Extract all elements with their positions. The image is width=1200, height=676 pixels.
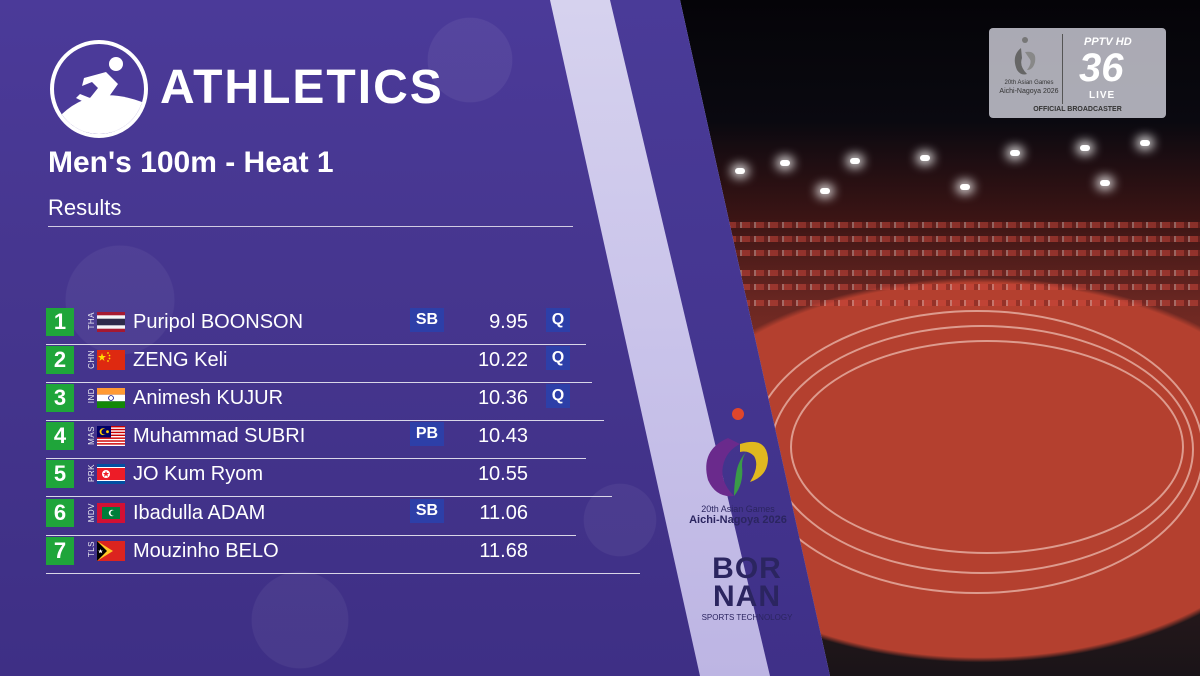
result-row: 5 PRK JO Kum Ryom 10.55 — [46, 460, 612, 497]
noc-code: THA — [87, 312, 96, 330]
emblem-line-2: Aichi-Nagoya 2026 — [689, 514, 787, 526]
result-time: 10.55 — [477, 463, 528, 485]
rank-badge: 2 — [46, 346, 74, 374]
floodlight — [1100, 180, 1110, 186]
result-time: 10.43 — [477, 425, 528, 447]
result-row: 6 MDV Ibadulla ADAM SB 11.06 — [46, 499, 576, 536]
results-subtitle: Results — [48, 195, 122, 220]
floodlight — [850, 158, 860, 164]
rank-badge: 4 — [46, 422, 74, 450]
result-row: 2 CHN ZENG Keli 10.22 Q — [46, 346, 592, 383]
floodlight — [920, 155, 930, 161]
stand-row — [700, 300, 1200, 306]
broadcaster-divider — [1062, 34, 1063, 104]
record-badge: SB — [410, 308, 444, 332]
floodlight — [735, 168, 745, 174]
athlete-name: JO Kum Ryom — [133, 463, 264, 485]
result-row: 1 THA Puripol BOONSON SB 9.95 Q — [46, 308, 586, 345]
athlete-name: Mouzinho BELO — [133, 540, 279, 562]
games-line-2: Aichi-Nagoya 2026 — [999, 88, 1059, 95]
sponsor-brand-line-2: NAN — [713, 580, 781, 613]
channel-number: 36 — [1079, 46, 1124, 90]
stand-row — [700, 222, 1200, 228]
result-time: 10.36 — [477, 387, 528, 409]
rank-badge: 6 — [46, 499, 74, 527]
timor-leste-flag-icon — [97, 541, 125, 561]
athlete-name: Muhammad SUBRI — [133, 425, 306, 447]
games-line-1: 20th Asian Games — [1004, 80, 1054, 86]
result-time: 10.22 — [477, 349, 528, 371]
result-row: 4 MAS Muhammad SUBRI PB 10.43 — [46, 422, 586, 459]
record-badge: SB — [410, 499, 444, 523]
china-flag-icon — [97, 350, 125, 370]
track-lane-line — [750, 310, 1200, 594]
noc-code: IND — [87, 388, 96, 404]
record-badge: PB — [410, 422, 444, 446]
broadcaster-logo: 20th Asian Games Aichi-Nagoya 2026 PPTV … — [989, 28, 1166, 118]
floodlight — [820, 188, 830, 194]
event-title: Men's 100m - Heat 1 — [48, 146, 334, 179]
india-flag-icon — [97, 388, 125, 408]
stand-row — [700, 284, 1200, 290]
noc-code: PRK — [87, 464, 96, 482]
channel-brand: PPTV HD — [1084, 36, 1132, 48]
rank-badge: 3 — [46, 384, 74, 412]
thailand-flag-icon — [97, 312, 125, 332]
rank-badge: 5 — [46, 460, 74, 488]
sponsor-brand-line-1: BOR — [712, 552, 782, 585]
qualified-badge: Q — [546, 308, 570, 332]
result-row: 7 TLS Mouzinho BELO 11.68 — [46, 537, 640, 574]
sport-title: ATHLETICS — [160, 61, 444, 114]
asian-games-mark-icon — [1011, 36, 1039, 78]
north-korea-flag-icon — [97, 464, 125, 484]
qualified-badge: Q — [546, 384, 570, 408]
result-time: 11.68 — [479, 540, 528, 562]
athlete-name: Ibadulla ADAM — [133, 502, 266, 524]
stand-row — [700, 270, 1200, 276]
sponsor-tagline: SPORTS TECHNOLOGY — [701, 613, 793, 622]
result-time: 11.06 — [479, 502, 528, 524]
qualified-badge: Q — [546, 346, 570, 370]
live-label: LIVE — [1089, 90, 1116, 101]
athlete-name: Puripol BOONSON — [133, 311, 304, 333]
header-divider — [48, 226, 573, 227]
floodlight — [960, 184, 970, 190]
athlete-name: ZENG Keli — [133, 349, 228, 371]
floodlight — [1140, 140, 1150, 146]
asian-games-emblem-icon — [688, 400, 788, 510]
sprinter-icon — [50, 40, 148, 138]
athlete-name: Animesh KUJUR — [133, 387, 284, 409]
official-broadcaster-label: OFFICIAL BROADCASTER — [1033, 106, 1122, 113]
maldives-flag-icon — [97, 503, 125, 523]
noc-code: MDV — [87, 503, 96, 523]
emblem-line-1: 20th Asian Games — [701, 504, 775, 514]
floodlight — [1080, 145, 1090, 151]
noc-code: MAS — [87, 426, 96, 445]
noc-code: CHN — [87, 350, 96, 369]
rank-badge: 7 — [46, 537, 74, 565]
floodlight — [780, 160, 790, 166]
floodlight — [1010, 150, 1020, 156]
result-row: 3 IND Animesh KUJUR 10.36 Q — [46, 384, 604, 421]
result-time: 9.95 — [489, 311, 528, 333]
noc-code: TLS — [87, 541, 96, 558]
sponsor-logo: BOR NAN — [682, 552, 812, 613]
stand-row — [700, 236, 1200, 242]
rank-badge: 1 — [46, 308, 74, 336]
stand-row — [700, 250, 1200, 256]
malaysia-flag-icon — [97, 426, 125, 446]
